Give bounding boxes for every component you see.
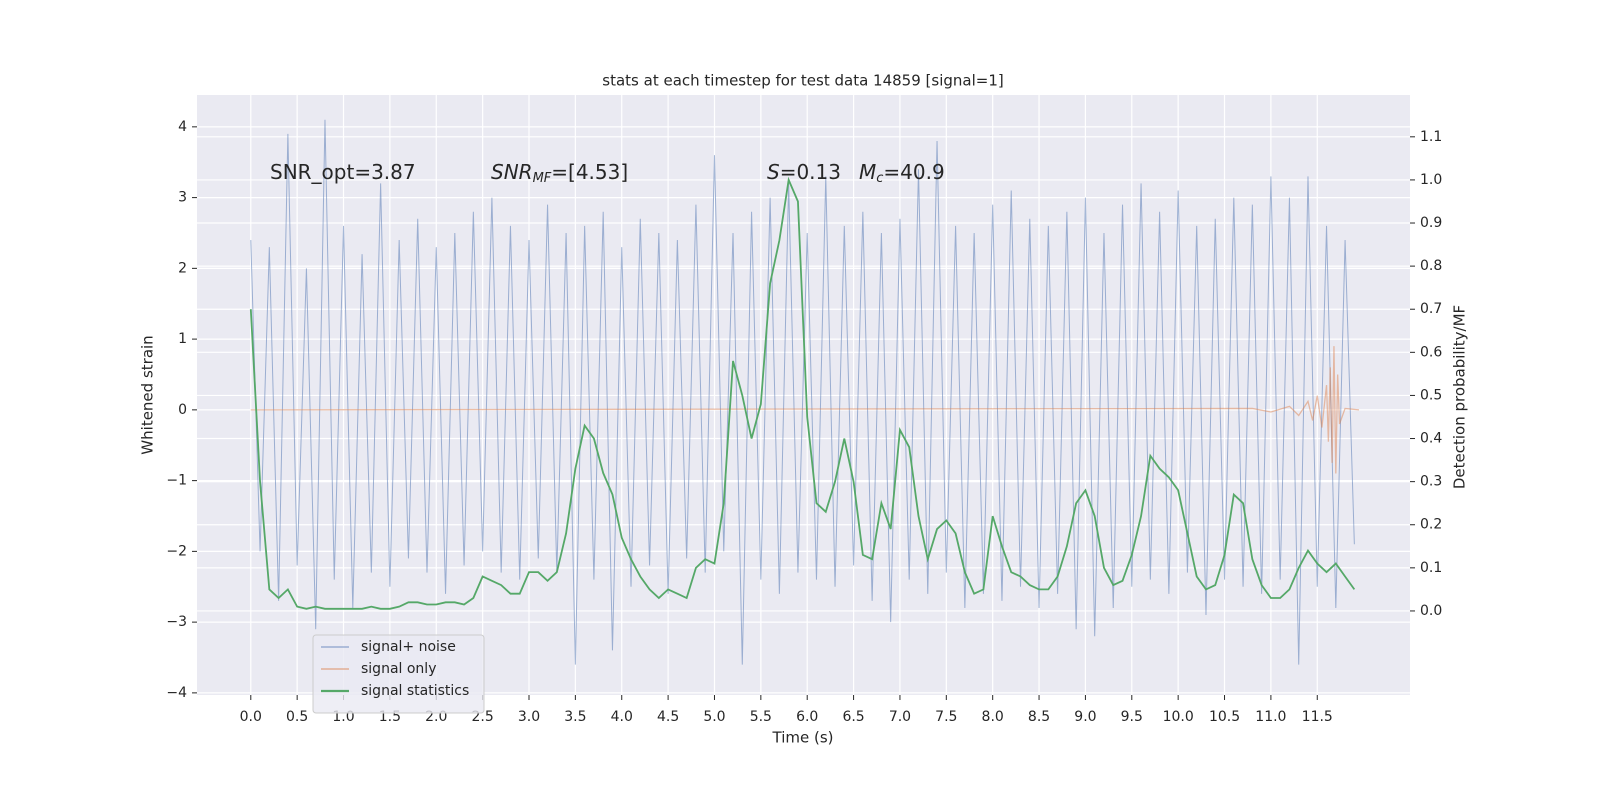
y2-tick-label: 0.3 — [1420, 474, 1442, 490]
annotation: S=0.13 — [767, 160, 841, 184]
annotation-part: SNR_opt=3.87 — [270, 160, 416, 184]
x-tick-label: 6.0 — [796, 709, 818, 725]
y2-axis-label: Detection probability/MF — [1451, 305, 1469, 489]
y2-tick-label: 0.0 — [1420, 603, 1442, 619]
x-tick-label: 8.0 — [982, 709, 1004, 725]
y-axis-label: Whitened strain — [139, 335, 157, 454]
annotation-part: SNR — [491, 160, 533, 184]
x-tick-label: 3.5 — [564, 709, 586, 725]
x-tick-label: 4.0 — [611, 709, 633, 725]
y2-tick-label: 0.2 — [1420, 517, 1442, 533]
series-line — [250, 119, 1355, 665]
x-tick-label: 11.5 — [1302, 709, 1333, 725]
annotations: SNR_opt=3.87 SNRMF=[4.53] S=0.13 Mc=40.9 — [270, 160, 945, 186]
y-tick-label: 2 — [178, 260, 187, 276]
x-tick-label: 0.5 — [286, 709, 308, 725]
x-tick-label: 8.5 — [1028, 709, 1050, 725]
annotation-part: =40.9 — [883, 160, 944, 184]
series-line — [249, 176, 1356, 610]
x-tick-label: 6.5 — [842, 709, 864, 725]
y2-tick-label: 0.8 — [1420, 258, 1442, 274]
annotation-part: =0.13 — [780, 160, 841, 184]
legend-box — [312, 634, 485, 714]
y-tick-label: 1 — [178, 331, 187, 347]
y-tick-label: 4 — [178, 119, 187, 135]
annotation-part: S — [767, 160, 780, 184]
annotation: SNR_opt=3.87 — [270, 160, 416, 184]
legend-label: signal only — [361, 661, 436, 677]
y2-tick-label: 0.7 — [1420, 301, 1442, 317]
y-tick-label: −3 — [166, 614, 187, 630]
y2-tick-label: 1.1 — [1420, 129, 1442, 145]
y2-tick-label: 0.1 — [1420, 560, 1442, 576]
x-tick-label: 5.5 — [750, 709, 772, 725]
x-tick-label: 11.0 — [1255, 709, 1286, 725]
y2-tick-label: 1.0 — [1420, 172, 1442, 188]
legend: signal+ noise signal only signal statistic… — [312, 634, 485, 714]
y-tick-label: −1 — [166, 473, 187, 489]
lines — [249, 119, 1360, 665]
series-line — [250, 346, 1360, 474]
x-tick-label: 4.5 — [657, 709, 679, 725]
y2-tick-label: 0.9 — [1420, 215, 1442, 231]
chart-title: stats at each timestep for test data 148… — [602, 72, 1003, 90]
y-tick-label: 0 — [178, 402, 187, 418]
x-tick-label: 9.5 — [1121, 709, 1143, 725]
y2-tick-label: 0.5 — [1420, 387, 1442, 403]
y-tick-label: −2 — [166, 543, 187, 559]
x-tick-label: 7.5 — [935, 709, 957, 725]
annotation: Mc=40.9 — [859, 160, 945, 186]
x-tick-label: 5.0 — [703, 709, 725, 725]
annotation: SNRMF=[4.53] — [491, 160, 628, 186]
annotation-subscript: c — [876, 171, 883, 186]
x-axis-label: Time (s) — [772, 729, 834, 747]
annotation-part: M — [859, 160, 876, 184]
x-tick-label: 10.0 — [1163, 709, 1194, 725]
y2-tick-label: 0.6 — [1420, 344, 1442, 360]
x-tick-label: 9.0 — [1074, 709, 1096, 725]
x-tick-label: 0.0 — [240, 709, 262, 725]
x-tick-label: 7.0 — [889, 709, 911, 725]
annotation-part: =[4.53] — [551, 160, 628, 184]
legend-label: signal statistics — [361, 683, 469, 699]
y-tick-label: −4 — [166, 685, 187, 701]
axes: 0.0 0.5 1.0 1.5 2.0 2.5 3.0 3.5 4.0 4.5 5.0 5.5 6.0 6… — [166, 119, 1442, 725]
x-tick-label: 10.5 — [1209, 709, 1240, 725]
legend-label: signal+ noise — [361, 639, 456, 655]
y2-tick-label: 0.4 — [1420, 431, 1442, 447]
x-tick-label: 3.0 — [518, 709, 540, 725]
y-tick-label: 3 — [178, 190, 187, 206]
annotation-subscript: MF — [533, 171, 552, 186]
